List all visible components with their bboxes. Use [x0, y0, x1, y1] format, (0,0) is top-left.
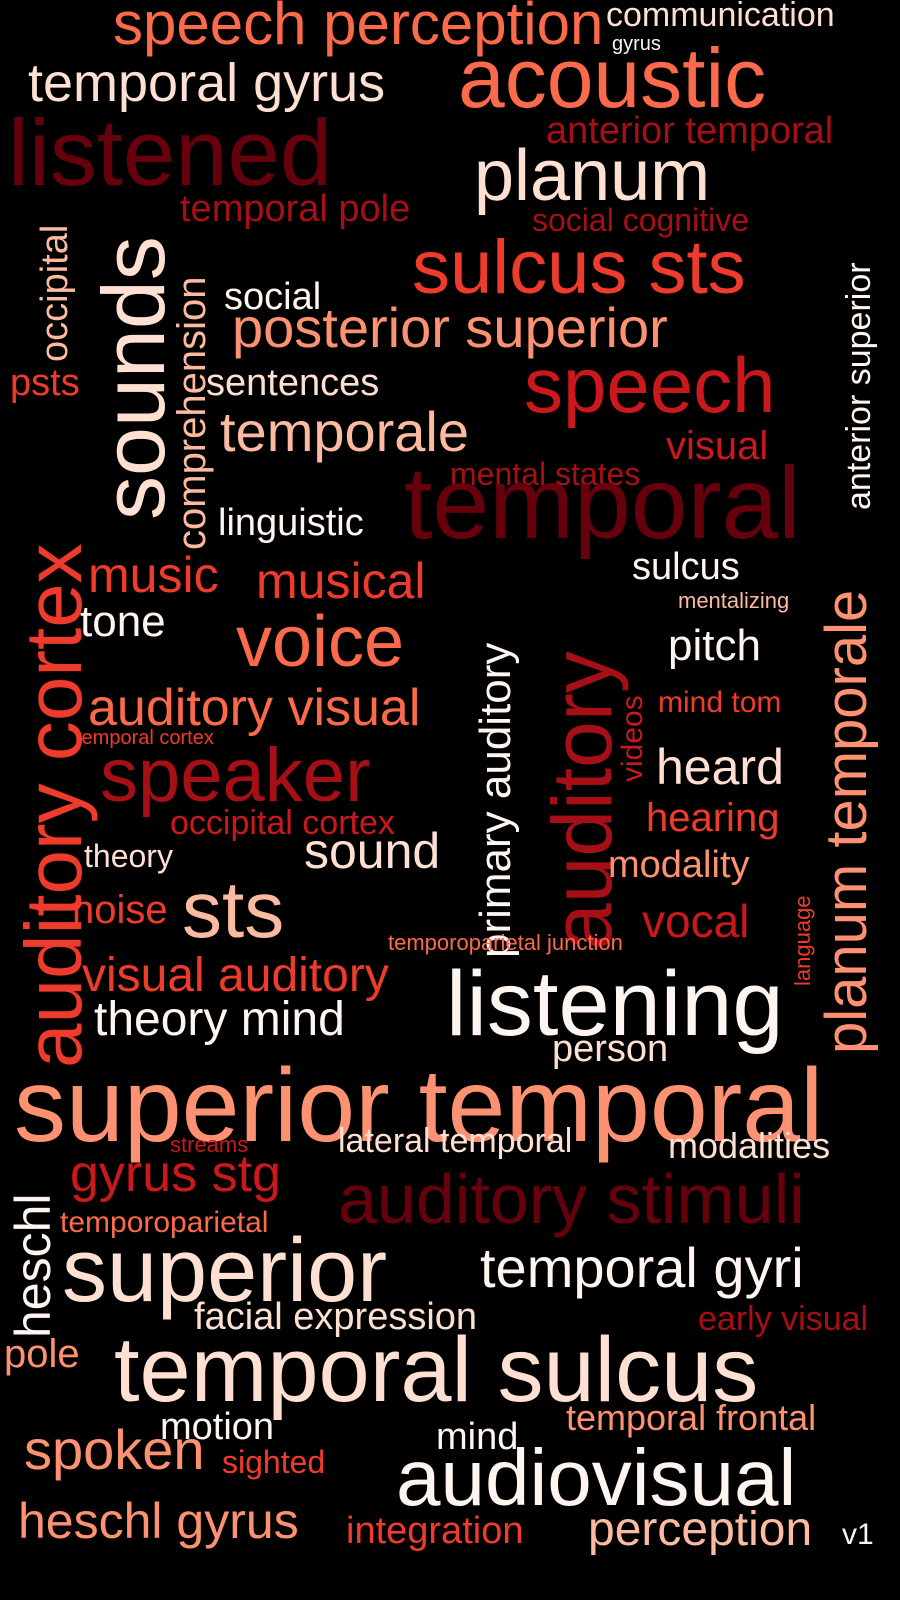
- word-sighted: sighted: [222, 1444, 326, 1480]
- word-planum: planum: [474, 136, 711, 216]
- word-streams: streams: [170, 1132, 249, 1157]
- word-theory-mind: theory mind: [94, 993, 345, 1046]
- word-sound: sound: [304, 823, 441, 879]
- word-noise: noise: [72, 888, 168, 932]
- word-sulcus: sulcus: [632, 546, 740, 588]
- word-speech-perception: speech perception: [113, 0, 604, 57]
- word-lateral-temporal: lateral temporal: [338, 1122, 573, 1160]
- word-theory: theory: [84, 838, 173, 874]
- word-auditory-visual: auditory visual: [88, 679, 421, 737]
- word-psts: psts: [10, 362, 80, 404]
- word-sounds: sounds: [84, 236, 183, 520]
- word-listened: listened: [8, 100, 332, 205]
- word-early-visual: early visual: [698, 1300, 869, 1338]
- word-speech: speech: [524, 341, 776, 429]
- word-facial-expression: facial expression: [194, 1296, 478, 1338]
- word-posterior-superior: posterior superior: [232, 296, 668, 359]
- word-temporal: temporal: [404, 446, 801, 560]
- word-temporal-gyri: temporal gyri: [480, 1236, 804, 1299]
- word-modalities: modalities: [668, 1125, 831, 1166]
- word-auditory-stimuli: auditory stimuli: [338, 1160, 805, 1238]
- word-superior: superior: [62, 1221, 388, 1321]
- word-temporal-gyrus: temporal gyrus: [28, 53, 386, 113]
- word-mental-states: mental states: [450, 456, 641, 492]
- word-language: language: [790, 895, 815, 986]
- word-temporal-sulcus: temporal sulcus: [114, 1319, 759, 1421]
- word-superior-temporal: superior temporal: [14, 1048, 824, 1164]
- word-primary-auditory: primary auditory: [471, 642, 520, 958]
- word-pitch: pitch: [668, 621, 761, 670]
- word-sulcus-sts: sulcus sts: [412, 225, 746, 310]
- word-sts: sts: [182, 865, 285, 954]
- word-temporal-frontal: temporal frontal: [566, 1397, 817, 1438]
- word-modality: modality: [608, 844, 750, 886]
- word-person: person: [552, 1028, 669, 1070]
- word-mind: mind: [436, 1416, 519, 1458]
- word-sentences: sentences: [206, 362, 380, 404]
- word-temporal-cortex: temporal cortex: [76, 727, 214, 749]
- word-temporal-pole: temporal pole: [180, 188, 411, 230]
- word-listening: listening: [446, 953, 784, 1055]
- word-temporoparietal: temporoparietal: [60, 1206, 269, 1239]
- word-social: social: [224, 276, 322, 318]
- word-heschl-gyrus: heschl gyrus: [18, 1493, 299, 1549]
- word-planum-temporale: planum temporale: [814, 589, 879, 1054]
- word-spoken: spoken: [24, 1418, 205, 1481]
- word-perception: perception: [588, 1503, 813, 1556]
- word-comprehension: comprehension: [170, 276, 214, 551]
- word-visual-auditory: visual auditory: [82, 949, 389, 1002]
- word-communication: communication: [606, 0, 835, 34]
- word-acoustic: acoustic: [458, 31, 767, 125]
- word-heschl: heschl: [5, 1193, 61, 1338]
- word-vocal: vocal: [642, 895, 750, 947]
- word-gyrus: gyrus: [612, 33, 661, 55]
- word-temporoparietal-junction: temporoparietal junction: [388, 930, 623, 955]
- word-heard: heard: [656, 739, 784, 795]
- word-mentalizing: mentalizing: [678, 588, 790, 613]
- word-motion: motion: [160, 1406, 275, 1448]
- word-tone: tone: [80, 597, 166, 646]
- word-auditory: auditory: [535, 651, 629, 950]
- word-gyrus-stg: gyrus stg: [70, 1145, 281, 1203]
- word-musical: musical: [256, 553, 426, 609]
- word-hearing: hearing: [646, 796, 780, 840]
- word-temporale: temporale: [220, 400, 470, 463]
- word-videos: videos: [616, 695, 649, 782]
- word-anterior-superior: anterior superior: [840, 262, 878, 510]
- word-linguistic: linguistic: [218, 502, 364, 544]
- word-speaker: speaker: [100, 733, 371, 818]
- word-v1: v1: [842, 1518, 874, 1551]
- word-occipital-cortex: occipital cortex: [170, 804, 395, 842]
- word-pole: pole: [4, 1332, 80, 1376]
- word-visual: visual: [666, 424, 769, 468]
- word-audiovisual: audiovisual: [396, 1433, 797, 1522]
- word-social-cognitive: social cognitive: [532, 202, 749, 238]
- word-occipital: occipital: [34, 224, 76, 362]
- word-integration: integration: [346, 1510, 524, 1552]
- word-voice: voice: [236, 602, 405, 682]
- word-anterior-temporal: anterior temporal: [546, 110, 834, 152]
- word-mind-tom: mind tom: [658, 686, 782, 719]
- word-music: music: [88, 547, 219, 603]
